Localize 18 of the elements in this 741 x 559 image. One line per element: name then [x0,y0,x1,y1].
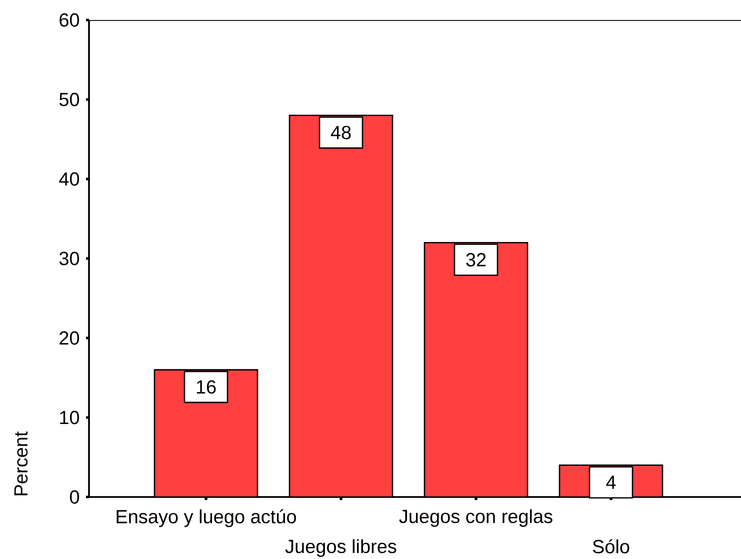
y-tick-label: 40 [59,172,80,186]
y-axis-title: Percent [14,431,28,496]
data-label: 4 [606,476,616,489]
data-label: 16 [196,380,216,394]
y-tick-label: 60 [60,13,80,27]
y-tick-label: 30 [59,252,80,266]
y-tick-label: 0 [70,490,80,504]
data-label: 48 [330,126,351,140]
x-tick-label: Juegos libres [285,539,396,557]
y-tick-label: 20 [60,331,80,345]
bar [424,242,528,497]
x-tick-label: Ensayo y luego actúo [116,509,296,528]
x-tick-label: Juegos con reglas [399,509,552,527]
x-tick-label: Sólo [592,539,630,554]
y-tick-label: 10 [60,410,80,424]
data-label: 32 [466,253,486,266]
bar [288,114,394,497]
y-tick-label: 50 [59,92,80,106]
